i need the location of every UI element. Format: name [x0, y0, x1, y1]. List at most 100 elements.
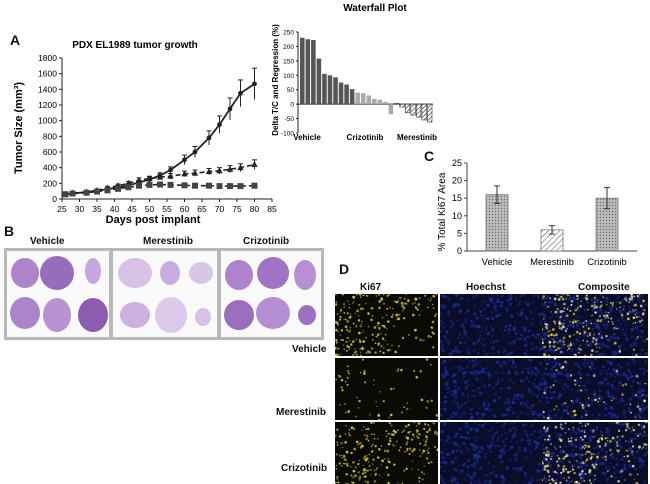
waterfall-bar-crizotinib	[355, 93, 360, 105]
point-vehicle	[207, 136, 212, 141]
waterfall-bar-crizotinib	[372, 99, 377, 104]
growth-x-tick-label: 35	[92, 204, 102, 214]
waterfall-bar-vehicle	[350, 89, 355, 104]
growth-x-tick-label: 45	[127, 204, 137, 214]
growth-x-tick-label: 50	[145, 204, 155, 214]
waterfall-bar-merestinib	[411, 104, 416, 115]
growth-x-tick-label: 60	[180, 204, 190, 214]
if-tile-crizotinib-composite	[542, 422, 648, 484]
waterfall-bar-crizotinib	[378, 100, 383, 104]
if-tile-vehicle-ki67	[335, 294, 438, 356]
point-merestinib	[252, 183, 258, 189]
point-merestinib	[136, 183, 142, 189]
waterfall-bar-vehicle	[300, 38, 305, 104]
growth-y-tick-label: 800	[43, 131, 57, 141]
waterfall-bar-merestinib	[422, 104, 427, 120]
tissue-box-vehicle	[4, 248, 112, 340]
if-tile-crizotinib-hoechst	[440, 422, 543, 484]
panel-letter-d: D	[339, 261, 349, 277]
growth-x-tick-label: 25	[57, 204, 67, 214]
growth-y-tick-label: 1400	[38, 84, 57, 94]
point-merestinib	[115, 186, 121, 192]
if-tile-merestinib-composite	[542, 358, 648, 420]
if-tile-merestinib-ki67	[335, 358, 438, 420]
waterfall-y-tick-label: 100	[283, 73, 294, 80]
growth-x-tick-label: 30	[75, 204, 85, 214]
if-row-label-merestinib: Merestinib	[276, 407, 326, 418]
if-tile-merestinib-hoechst	[440, 358, 543, 420]
growth-x-tick-label: 65	[197, 204, 207, 214]
if-tile-image	[542, 358, 648, 420]
waterfall-bar-vehicle	[311, 40, 316, 104]
ki67-category-label-crizotinib: Crizotinib	[587, 257, 627, 268]
growth-y-tick-label: 600	[43, 147, 57, 157]
point-vehicle	[217, 122, 222, 127]
growth-x-tick-label: 40	[110, 204, 120, 214]
point-merestinib	[192, 183, 198, 189]
growth-x-tick-label: 85	[267, 204, 277, 214]
growth-x-label: Days post implant	[106, 214, 201, 226]
waterfall-group-label-merestinib: Merestinib	[397, 133, 437, 142]
if-tile-crizotinib-ki67	[335, 422, 438, 484]
if-tile-image	[335, 294, 438, 356]
if-tile-vehicle-composite	[542, 294, 648, 356]
waterfall-bar-merestinib	[405, 104, 410, 113]
if-col-label-ki67: Ki67	[360, 282, 381, 293]
ki67-y-tick-label: 20	[452, 176, 462, 186]
tissue-sections-merestinib	[113, 251, 217, 337]
waterfall-bar-crizotinib	[367, 95, 372, 104]
point-vehicle	[182, 157, 187, 162]
if-col-label-hoechst: Hoechst	[466, 282, 505, 293]
waterfall-chart: Waterfall Plot Delta T/C and Regression …	[255, 0, 455, 160]
waterfall-bar-crizotinib	[361, 93, 366, 104]
growth-y-tick-label: 0	[52, 194, 57, 204]
point-merestinib	[238, 183, 244, 189]
ki67-category-label-vehicle: Vehicle	[482, 257, 513, 268]
if-tile-image	[440, 358, 543, 420]
waterfall-y-tick-label: 150	[283, 58, 294, 65]
waterfall-bar-vehicle	[344, 85, 349, 105]
waterfall-bar-merestinib	[427, 104, 432, 122]
if-row-label-vehicle: Vehicle	[292, 344, 326, 355]
growth-y-tick-label: 1200	[38, 100, 57, 110]
waterfall-bar-merestinib	[400, 104, 405, 107]
if-tile-vehicle-hoechst	[440, 294, 543, 356]
point-merestinib	[126, 184, 132, 190]
tissue-sections-vehicle	[7, 251, 109, 337]
waterfall-y-tick-label: -50	[285, 116, 295, 123]
ki67-y-tick-label: 0	[457, 246, 462, 256]
tissue-col-label-vehicle: Vehicle	[30, 236, 64, 247]
point-merestinib	[63, 191, 69, 197]
waterfall-y-label: Delta T/C and Regression (%)	[271, 24, 280, 136]
growth-y-label: Tumor Size (mm³)	[13, 82, 25, 174]
ki67-y-tick-label: 15	[452, 193, 462, 203]
point-vehicle	[228, 107, 233, 112]
ki67-y-tick-label: 25	[452, 158, 462, 168]
waterfall-bar-vehicle	[328, 75, 333, 104]
waterfall-group-label-crizotinib: Crizotinib	[347, 133, 384, 142]
growth-x-tick-label: 75	[232, 204, 242, 214]
waterfall-bar-vehicle	[339, 83, 344, 105]
waterfall-bar-vehicle	[306, 39, 311, 104]
growth-y-tick-label: 1000	[38, 116, 57, 126]
point-vehicle	[193, 150, 198, 155]
point-merestinib	[217, 183, 223, 189]
waterfall-bar-vehicle	[333, 77, 338, 104]
point-merestinib	[168, 182, 174, 188]
waterfall-bar-crizotinib	[383, 102, 388, 104]
point-merestinib	[84, 190, 90, 196]
point-vehicle	[168, 168, 173, 173]
point-merestinib	[70, 191, 76, 197]
growth-x-tick-label: 70	[215, 204, 225, 214]
tissue-sections-crizotinib	[221, 251, 321, 337]
if-tile-image	[440, 294, 543, 356]
if-tile-image	[335, 358, 438, 420]
point-crizotinib	[251, 161, 257, 167]
growth-x-tick-label: 55	[162, 204, 172, 214]
waterfall-group-label-vehicle: Vehicle	[293, 133, 321, 142]
point-merestinib	[94, 189, 100, 195]
ki67-category-label-merestinib: Merestinib	[530, 257, 574, 268]
waterfall-bar-vehicle	[322, 74, 327, 104]
if-tile-image	[335, 422, 438, 484]
